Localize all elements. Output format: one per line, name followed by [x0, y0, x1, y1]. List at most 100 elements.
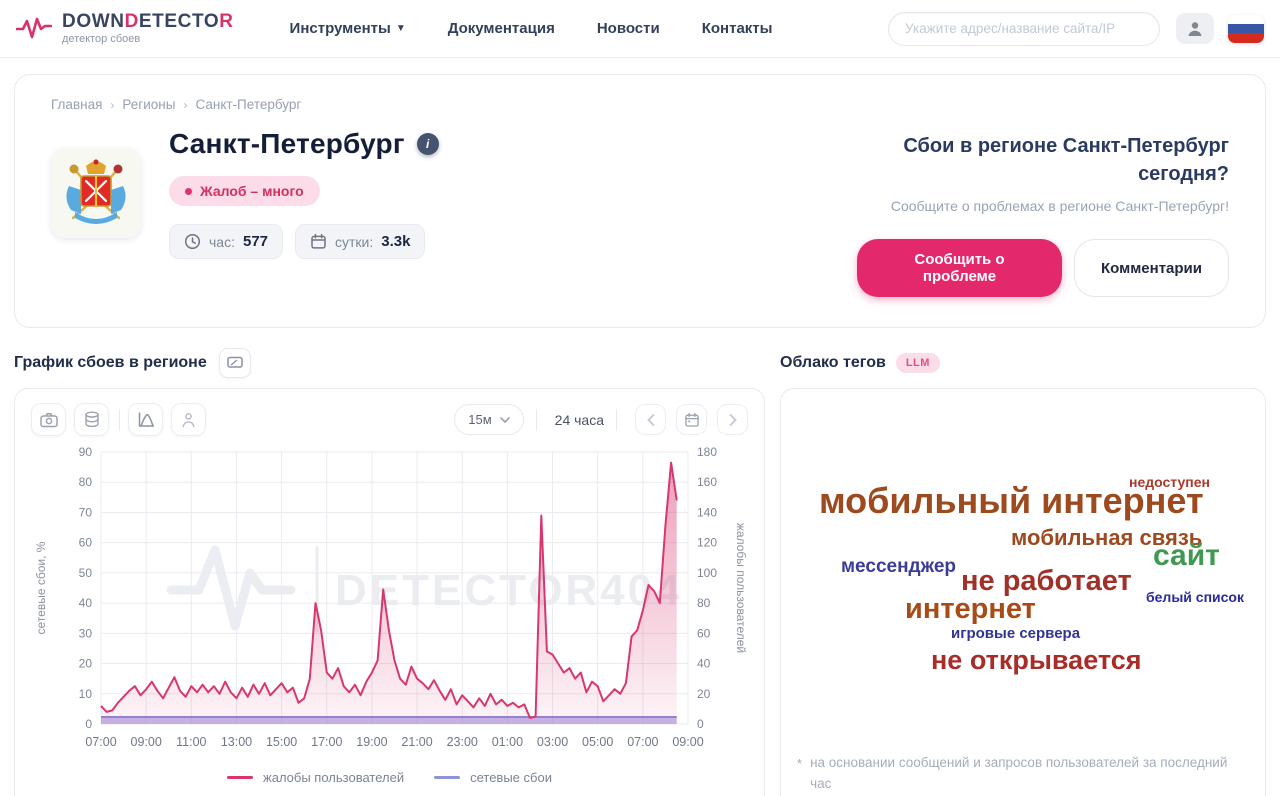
- toolbar-divider: [119, 408, 120, 431]
- info-icon[interactable]: [416, 133, 439, 155]
- svg-text:20: 20: [79, 657, 93, 671]
- tag-cloud: недоступен мобильный интернет мобильная св…: [781, 389, 1265, 796]
- logo-subtitle: детектор сбоев: [62, 32, 141, 45]
- legend-swatch-purple: [434, 776, 461, 779]
- left-axis-title: сетевые сбои, %: [34, 541, 48, 634]
- svg-text:07:00: 07:00: [627, 735, 658, 749]
- tag-word: недоступен: [1129, 474, 1210, 490]
- language-flag-ru[interactable]: [1228, 14, 1264, 43]
- svg-text:120: 120: [697, 536, 717, 550]
- next-period-button[interactable]: [717, 404, 748, 435]
- svg-text:21:00: 21:00: [401, 735, 432, 749]
- region-header-card: Главная › Регионы › Санкт-Петербург: [14, 74, 1266, 328]
- svg-text:09:00: 09:00: [672, 735, 703, 749]
- svg-text:60: 60: [697, 626, 711, 640]
- logo[interactable]: DOWNDETECTOR детектор сбоев: [16, 10, 234, 45]
- comments-button[interactable]: Комментарии: [1073, 239, 1229, 297]
- camera-icon: [39, 412, 58, 428]
- fullscreen-chart-button[interactable]: [218, 348, 251, 378]
- tag-word: мессенджер: [841, 556, 957, 577]
- svg-text:20: 20: [697, 687, 711, 701]
- svg-text:19:00: 19:00: [356, 735, 387, 749]
- breadcrumb-separator: ›: [183, 97, 188, 112]
- svg-text:13:00: 13:00: [221, 735, 252, 749]
- user-account-button[interactable]: [1176, 13, 1214, 44]
- chevron-left-icon: [646, 413, 655, 426]
- svg-text:80: 80: [79, 475, 93, 489]
- user-icon: [1185, 19, 1205, 39]
- report-problem-button[interactable]: Сообщить о проблеме: [857, 239, 1062, 297]
- svg-text:10: 10: [79, 687, 93, 701]
- interval-dropdown[interactable]: 15м: [454, 404, 524, 435]
- llm-badge: LLM: [895, 353, 940, 373]
- stat-day: сутки: 3.3k: [295, 224, 426, 259]
- cloud-footnote: * на основании сообщений и запросов поль…: [797, 753, 1249, 795]
- date-picker-button[interactable]: [676, 404, 707, 435]
- chevron-down-icon: [499, 416, 510, 423]
- svg-text:30: 30: [79, 626, 93, 640]
- tag-word: мобильная связь: [1011, 525, 1203, 550]
- tag-word: не работает: [961, 565, 1132, 597]
- navbar: DOWNDETECTOR детектор сбоев Инструменты …: [0, 0, 1280, 58]
- pulse-logo-icon: [16, 13, 52, 43]
- svg-text:DETECTOR404: DETECTOR404: [335, 566, 683, 615]
- promo-subtitle: Сообщите о проблемах в регионе Санкт-Пет…: [890, 198, 1229, 214]
- svg-text:15:00: 15:00: [266, 735, 297, 749]
- legend-network: сетевые сбои: [434, 770, 552, 785]
- nav-item-contacts[interactable]: Контакты: [701, 20, 773, 37]
- svg-text:180: 180: [697, 445, 717, 459]
- svg-text:140: 140: [697, 505, 717, 519]
- svg-text:70: 70: [79, 505, 93, 519]
- outage-chart-card: 15м 24 часа: [14, 388, 765, 796]
- chart-legend: жалобы пользователей сетевые сбои: [31, 770, 748, 785]
- svg-text:80: 80: [697, 596, 711, 610]
- svg-text:160: 160: [697, 475, 717, 489]
- svg-text:05:00: 05:00: [582, 735, 613, 749]
- svg-text:50: 50: [79, 566, 93, 580]
- prev-period-button[interactable]: [635, 404, 666, 435]
- svg-text:0: 0: [85, 717, 92, 731]
- user-reports-line: [100, 461, 678, 719]
- svg-text:11:00: 11:00: [176, 735, 206, 749]
- main-nav: Инструменты ▼ Документация Новости Конта…: [290, 20, 773, 37]
- calendar-icon: [310, 233, 327, 250]
- logo-title: DOWNDETECTOR: [62, 10, 234, 32]
- tag-word: белый список: [1146, 589, 1244, 605]
- nav-item-news[interactable]: Новости: [596, 20, 660, 37]
- svg-text:09:00: 09:00: [131, 735, 162, 749]
- right-axis-title: жалобы пользователей: [734, 523, 748, 653]
- nav-item-docs[interactable]: Документация: [447, 20, 555, 37]
- day-count: 3.3k: [381, 233, 411, 250]
- tag-word: сайт: [1153, 539, 1220, 572]
- svg-text:0: 0: [697, 717, 704, 731]
- chevron-down-icon: ▼: [395, 23, 406, 34]
- breadcrumb-regions[interactable]: Регионы: [122, 97, 176, 112]
- svg-text:90: 90: [79, 445, 93, 459]
- status-badge: Жалоб – много: [169, 176, 320, 206]
- chevron-right-icon: [729, 413, 737, 426]
- outage-chart: 07:00 09:00 11:00 13:00 15:00 17:00 19:00 21:00…: [34, 445, 748, 749]
- database-icon: [84, 411, 100, 428]
- stat-hour: час: 577: [169, 224, 284, 259]
- legend-swatch-pink: [227, 776, 254, 779]
- tag-cloud-card: недоступен мобильный интернет мобильная св…: [780, 388, 1266, 796]
- controls-divider: [535, 408, 537, 431]
- person-icon: [181, 412, 196, 428]
- breadcrumb-separator: ›: [110, 97, 115, 112]
- region-emblem: [51, 148, 141, 238]
- svg-text:100: 100: [697, 566, 717, 580]
- chart-type-button[interactable]: [128, 403, 163, 436]
- breadcrumb-home[interactable]: Главная: [51, 97, 103, 112]
- search-input[interactable]: [888, 11, 1160, 46]
- clock-icon: [184, 233, 201, 250]
- svg-text:01:00: 01:00: [492, 735, 523, 749]
- svg-text:40: 40: [79, 596, 93, 610]
- screenshot-button[interactable]: [31, 403, 66, 436]
- tag-word: мобильный интернет: [819, 480, 1204, 521]
- svg-text:23:00: 23:00: [447, 735, 478, 749]
- data-export-button[interactable]: [74, 403, 109, 436]
- nav-item-tools[interactable]: Инструменты ▼: [289, 20, 406, 37]
- svg-text:17:00: 17:00: [311, 735, 342, 749]
- user-reports-button[interactable]: [171, 403, 206, 436]
- watermark: DETECTOR404: [166, 545, 683, 632]
